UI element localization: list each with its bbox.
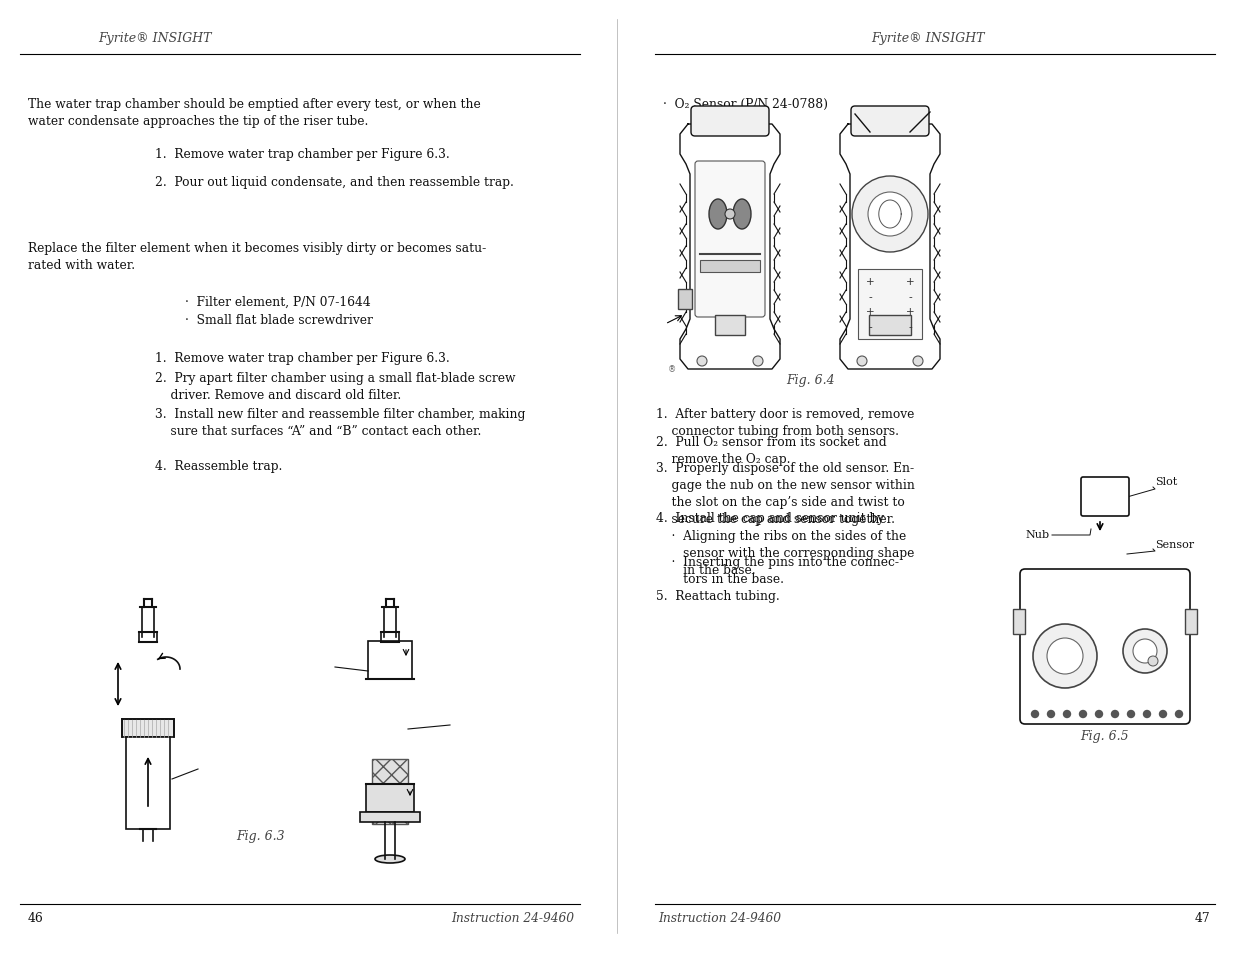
Text: -: - bbox=[868, 322, 872, 332]
Text: +: + bbox=[866, 276, 874, 287]
Circle shape bbox=[1123, 629, 1167, 673]
FancyBboxPatch shape bbox=[126, 738, 170, 829]
Circle shape bbox=[1160, 711, 1167, 718]
Circle shape bbox=[852, 177, 927, 253]
Text: Slot: Slot bbox=[1155, 476, 1177, 486]
Circle shape bbox=[753, 356, 763, 367]
Text: -: - bbox=[868, 292, 872, 302]
FancyBboxPatch shape bbox=[869, 315, 911, 335]
Text: 4.  Reassemble trap.: 4. Reassemble trap. bbox=[156, 459, 283, 473]
Text: ·  Small flat blade screwdriver: · Small flat blade screwdriver bbox=[185, 314, 373, 327]
FancyBboxPatch shape bbox=[1081, 477, 1129, 517]
Circle shape bbox=[1144, 711, 1151, 718]
Text: 1.  Remove water trap chamber per Figure 6.3.: 1. Remove water trap chamber per Figure … bbox=[156, 148, 450, 161]
Circle shape bbox=[697, 356, 706, 367]
FancyBboxPatch shape bbox=[1020, 569, 1191, 724]
Text: +: + bbox=[905, 276, 914, 287]
FancyBboxPatch shape bbox=[678, 290, 692, 310]
Circle shape bbox=[1032, 624, 1097, 688]
Ellipse shape bbox=[375, 855, 405, 863]
Text: ·  Inserting the pins into the connec-
       tors in the base.: · Inserting the pins into the connec- to… bbox=[656, 556, 899, 585]
Circle shape bbox=[1047, 711, 1055, 718]
Circle shape bbox=[725, 210, 735, 220]
FancyBboxPatch shape bbox=[692, 107, 769, 137]
Polygon shape bbox=[680, 125, 781, 370]
Text: Fyrite® INSIGHT: Fyrite® INSIGHT bbox=[99, 32, 211, 45]
Circle shape bbox=[1112, 711, 1119, 718]
Ellipse shape bbox=[709, 200, 727, 230]
Circle shape bbox=[1095, 711, 1103, 718]
Text: 2.  Pour out liquid condensate, and then reassemble trap.: 2. Pour out liquid condensate, and then … bbox=[156, 175, 514, 189]
Text: -: - bbox=[908, 292, 911, 302]
Text: 3.  Install new filter and reassemble filter chamber, making
    sure that surfa: 3. Install new filter and reassemble fil… bbox=[156, 408, 525, 437]
Text: 3.  Properly dispose of the old sensor. En-
    gage the nub on the new sensor w: 3. Properly dispose of the old sensor. E… bbox=[656, 461, 915, 525]
Text: ·  Filter element, P/N 07-1644: · Filter element, P/N 07-1644 bbox=[185, 295, 370, 309]
Circle shape bbox=[1079, 711, 1087, 718]
Text: Nub: Nub bbox=[1026, 530, 1050, 539]
Text: -: - bbox=[908, 322, 911, 332]
Text: ®: ® bbox=[668, 365, 677, 374]
Circle shape bbox=[1176, 711, 1182, 718]
Circle shape bbox=[913, 356, 923, 367]
FancyBboxPatch shape bbox=[368, 641, 412, 679]
Text: 47: 47 bbox=[1194, 911, 1210, 924]
Text: ·  O₂ Sensor (P/N 24-0788): · O₂ Sensor (P/N 24-0788) bbox=[663, 98, 827, 111]
FancyBboxPatch shape bbox=[366, 784, 414, 812]
Text: Fig. 6.5: Fig. 6.5 bbox=[1081, 729, 1129, 742]
FancyBboxPatch shape bbox=[851, 107, 929, 137]
Text: Fig. 6.3: Fig. 6.3 bbox=[236, 829, 284, 842]
FancyBboxPatch shape bbox=[700, 261, 760, 273]
Text: The water trap chamber should be emptied after every test, or when the
water con: The water trap chamber should be emptied… bbox=[28, 98, 480, 128]
Text: Instruction 24-9460: Instruction 24-9460 bbox=[451, 911, 574, 924]
FancyBboxPatch shape bbox=[715, 315, 745, 335]
Text: 2.  Pry apart filter chamber using a small flat-blade screw
    driver. Remove a: 2. Pry apart filter chamber using a smal… bbox=[156, 372, 515, 401]
Text: 1.  After battery door is removed, remove
    connector tubing from both sensors: 1. After battery door is removed, remove… bbox=[656, 408, 914, 437]
Text: 2.  Pull O₂ sensor from its socket and
    remove the O₂ cap.: 2. Pull O₂ sensor from its socket and re… bbox=[656, 436, 887, 465]
FancyBboxPatch shape bbox=[1013, 609, 1025, 635]
Text: Instruction 24-9460: Instruction 24-9460 bbox=[658, 911, 781, 924]
Text: 46: 46 bbox=[28, 911, 43, 924]
Text: ·  Aligning the ribs on the sides of the
       sensor with the corresponding sh: · Aligning the ribs on the sides of the … bbox=[656, 530, 914, 577]
FancyBboxPatch shape bbox=[1186, 609, 1197, 635]
Circle shape bbox=[1132, 639, 1157, 663]
Circle shape bbox=[1063, 711, 1071, 718]
FancyBboxPatch shape bbox=[695, 162, 764, 317]
Text: Fyrite® INSIGHT: Fyrite® INSIGHT bbox=[871, 32, 984, 45]
Text: +: + bbox=[905, 307, 914, 316]
Circle shape bbox=[857, 356, 867, 367]
Circle shape bbox=[868, 193, 911, 236]
Text: 5.  Reattach tubing.: 5. Reattach tubing. bbox=[656, 589, 779, 602]
Text: Sensor: Sensor bbox=[1155, 539, 1194, 550]
FancyBboxPatch shape bbox=[858, 270, 923, 339]
Circle shape bbox=[1031, 711, 1039, 718]
Text: 4.  Install the cap and sensor unit by: 4. Install the cap and sensor unit by bbox=[656, 512, 884, 524]
Circle shape bbox=[1047, 639, 1083, 675]
FancyBboxPatch shape bbox=[359, 812, 420, 822]
Text: 1.  Remove water trap chamber per Figure 6.3.: 1. Remove water trap chamber per Figure … bbox=[156, 352, 450, 365]
Polygon shape bbox=[840, 125, 940, 370]
Ellipse shape bbox=[734, 200, 751, 230]
Text: Fig. 6.4: Fig. 6.4 bbox=[785, 374, 835, 387]
Text: +: + bbox=[866, 307, 874, 316]
FancyBboxPatch shape bbox=[372, 760, 408, 824]
Circle shape bbox=[1149, 657, 1158, 666]
Text: Replace the filter element when it becomes visibly dirty or becomes satu-
rated : Replace the filter element when it becom… bbox=[28, 242, 487, 272]
Circle shape bbox=[1128, 711, 1135, 718]
FancyBboxPatch shape bbox=[122, 720, 174, 738]
